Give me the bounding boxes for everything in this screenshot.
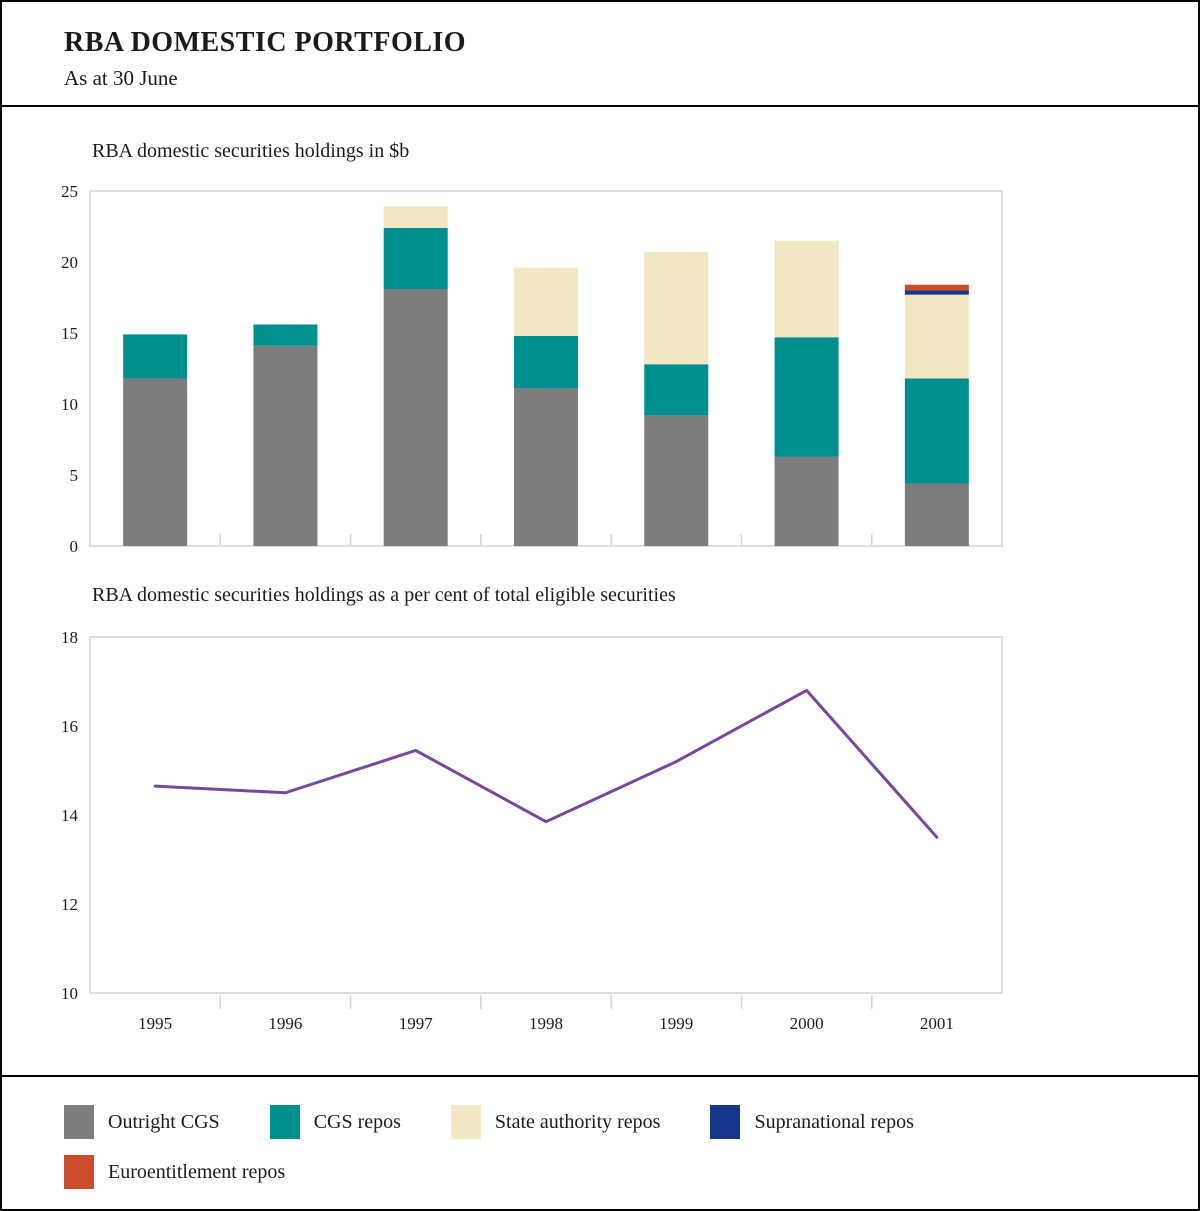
bar-y-tick-label: 20 bbox=[61, 253, 78, 272]
bar-y-tick-label: 10 bbox=[61, 395, 78, 414]
line-series bbox=[153, 688, 939, 839]
bar-chart-title: RBA domestic securities holdings in $b bbox=[92, 140, 410, 162]
legend-item-outright-cgs: Outright CGS bbox=[64, 1105, 220, 1139]
line-y-tick-label: 16 bbox=[61, 717, 78, 736]
bar-segment bbox=[383, 227, 448, 289]
legend-swatch-outright-cgs bbox=[64, 1105, 94, 1139]
line-chart: 10 12 14 16 18 1995 1996 1997 1998 1999 2000 2001 bbox=[61, 629, 1003, 1033]
line-x-tick-label: 1995 bbox=[138, 1014, 172, 1033]
bar-segment bbox=[774, 456, 839, 546]
line-x-tick-label: 2001 bbox=[920, 1014, 954, 1033]
bar-series-outright-cgs bbox=[123, 288, 969, 546]
line-plot-border bbox=[89, 636, 1003, 994]
legend-label: Supranational repos bbox=[754, 1110, 914, 1133]
bar-segment bbox=[904, 483, 969, 546]
bar-y-tick-label: 15 bbox=[61, 324, 78, 343]
legend-swatch-state-authority-repos bbox=[450, 1105, 481, 1139]
bar-segment bbox=[253, 324, 318, 346]
legend-label: Euroentitlement repos bbox=[108, 1160, 286, 1183]
bar-segment bbox=[904, 378, 969, 484]
bar-segment bbox=[514, 388, 578, 546]
legend-label: CGS repos bbox=[313, 1110, 401, 1133]
bar-segment bbox=[123, 378, 188, 546]
legend: Outright CGS CGS repos State authority rep… bbox=[2, 1075, 1198, 1209]
bar-series-supranational-repos bbox=[904, 290, 969, 295]
legend-label: State authority repos bbox=[494, 1110, 661, 1133]
bar-segment bbox=[123, 334, 188, 379]
legend-swatch-supranational-repos bbox=[710, 1105, 741, 1139]
bar-series-state-authority-repos bbox=[383, 206, 969, 379]
line-x-tick-label: 2000 bbox=[790, 1014, 824, 1033]
bar-segment bbox=[644, 252, 709, 365]
legend-item-supranational-repos: Supranational repos bbox=[710, 1105, 914, 1139]
bar-segment bbox=[644, 364, 709, 416]
legend-swatch-cgs-repos bbox=[269, 1105, 300, 1139]
legend-item-euroentitlement-repos: Euroentitlement repos bbox=[64, 1155, 285, 1189]
bar-segment bbox=[904, 290, 969, 295]
line-chart-title: RBA domestic securities holdings as a pe… bbox=[92, 584, 676, 606]
bar-chart: 0 5 10 15 20 25 bbox=[61, 182, 1003, 556]
line-x-tick-label: 1999 bbox=[659, 1014, 693, 1033]
line-x-tick-label: 1996 bbox=[268, 1014, 302, 1033]
bar-y-tick-label: 25 bbox=[61, 182, 78, 201]
line-x-tick-label: 1997 bbox=[399, 1014, 434, 1033]
legend-item-cgs-repos: CGS repos bbox=[269, 1105, 401, 1139]
page-title: RBA DOMESTIC PORTFOLIO bbox=[64, 27, 467, 58]
bar-segment bbox=[904, 294, 969, 379]
bar-segment bbox=[774, 240, 839, 338]
charts-section: RBA domestic securities holdings in $b 0… bbox=[2, 107, 1198, 1075]
header: RBA DOMESTIC PORTFOLIO As at 30 June bbox=[2, 2, 1198, 107]
bar-series-euroentitlement-repos bbox=[904, 284, 969, 291]
bar-segment bbox=[383, 288, 448, 546]
bar-y-tick-label: 0 bbox=[70, 537, 79, 556]
page-subtitle: As at 30 June bbox=[64, 66, 178, 90]
bar-segment bbox=[383, 206, 448, 228]
legend-item-state-authority-repos: State authority repos bbox=[450, 1105, 661, 1139]
legend-swatch-euroentitlement-repos bbox=[64, 1155, 94, 1189]
bar-segment bbox=[904, 284, 969, 291]
legend-label: Outright CGS bbox=[108, 1110, 220, 1133]
bar-segment bbox=[644, 415, 709, 546]
line-y-tick-label: 18 bbox=[61, 629, 78, 647]
line-y-tick-label: 12 bbox=[61, 895, 78, 914]
bar-segment bbox=[253, 345, 318, 546]
bar-series-cgs-repos bbox=[123, 227, 969, 484]
line-y-tick-label: 14 bbox=[61, 806, 79, 825]
bar-y-tick-label: 5 bbox=[70, 466, 79, 485]
bar-segment bbox=[514, 267, 578, 336]
line-y-tick-label: 10 bbox=[61, 984, 78, 1003]
bar-segment bbox=[514, 335, 578, 389]
bar-segment bbox=[774, 337, 839, 457]
line-x-tick-label: 1998 bbox=[529, 1014, 563, 1033]
